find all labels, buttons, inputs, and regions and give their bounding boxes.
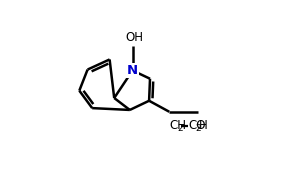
Text: N: N (127, 64, 138, 77)
Text: CO: CO (188, 119, 206, 132)
Text: OH: OH (125, 31, 143, 44)
Text: 2: 2 (196, 124, 201, 133)
Text: CH: CH (169, 119, 186, 132)
Text: H: H (199, 119, 207, 132)
Text: 2: 2 (177, 124, 183, 133)
